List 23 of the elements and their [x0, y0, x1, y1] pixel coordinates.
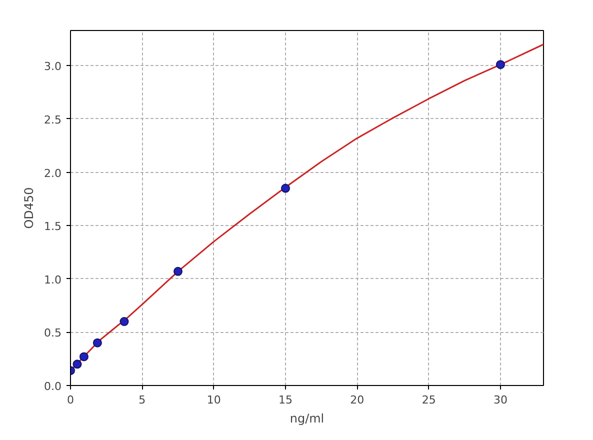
x-tick-label: 10	[206, 394, 221, 406]
point	[92, 338, 102, 348]
point	[496, 60, 505, 70]
y-tick-label: 2.0	[44, 166, 62, 180]
x-axis-title: ng/ml	[290, 412, 324, 426]
x-tick-label: 5	[138, 394, 146, 406]
y-tick-label: 1.5	[44, 220, 62, 234]
point	[281, 184, 290, 193]
point	[72, 360, 82, 369]
x-tick-label: 20	[350, 394, 364, 406]
point	[174, 266, 182, 276]
x-tick-label: 25	[422, 394, 436, 406]
x-tick-label: 0	[67, 394, 74, 406]
y-tick-label: 0.0	[44, 380, 62, 393]
y-tick-label: 3.0	[44, 60, 62, 74]
point	[79, 352, 88, 362]
y-axis-title: OD450	[22, 187, 36, 229]
y-tick-label: 0.5	[44, 326, 62, 340]
y-tick-label: 1.0	[44, 273, 62, 286]
y-tick-label: 2.5	[44, 113, 62, 126]
point	[120, 317, 129, 326]
x-tick-label: 30	[494, 394, 508, 406]
x-tick-label: 15	[278, 394, 292, 406]
